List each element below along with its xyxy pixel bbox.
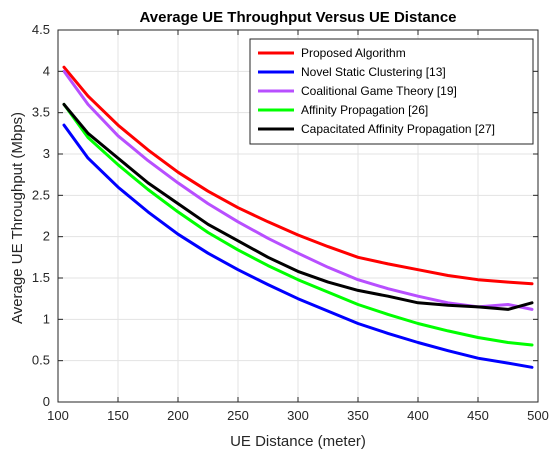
x-tick-label: 450 (467, 408, 489, 423)
x-tick-label: 250 (227, 408, 249, 423)
legend: Proposed Algorithm Novel Static Clusterin… (249, 38, 534, 145)
legend-box (249, 38, 534, 145)
series-line-1 (62, 123, 534, 369)
legend-label: Novel Static Clustering [13] (301, 65, 446, 79)
y-tick-label: 3.5 (32, 105, 50, 120)
legend-label: Coalitional Game Theory [19] (301, 84, 457, 98)
y-tick-label: 4 (43, 63, 50, 78)
axis-ticks: 100 150 200 250 300 350 400 450 500 0 0.5 1 1.5 2 2.5 3… (32, 22, 549, 423)
x-tick-label: 500 (527, 408, 549, 423)
y-tick-label: 2 (43, 229, 50, 244)
legend-label: Affinity Propagation [26] (301, 103, 428, 117)
series-line-3 (62, 102, 534, 347)
x-tick-label: 300 (287, 408, 309, 423)
series-line-2 (62, 69, 534, 311)
x-tick-label: 350 (347, 408, 369, 423)
y-tick-label: 4.5 (32, 22, 50, 37)
series-lines (62, 65, 534, 369)
x-tick-label: 100 (47, 408, 69, 423)
y-tick-label: 2.5 (32, 187, 50, 202)
legend-label: Capacitated Affinity Propagation [27] (301, 122, 495, 136)
y-tick-label: 1 (43, 311, 50, 326)
y-tick-label: 0.5 (32, 353, 50, 368)
x-tick-label: 400 (407, 408, 429, 423)
y-tick-label: 1.5 (32, 270, 50, 285)
x-tick-label: 200 (167, 408, 189, 423)
y-tick-label: 0 (43, 394, 50, 409)
legend-label: Proposed Algorithm (301, 46, 406, 60)
series-line-4 (62, 102, 534, 311)
series-line-0 (62, 65, 534, 286)
chart-title: Average UE Throughput Versus UE Distance (139, 9, 456, 26)
y-tick-label: 3 (43, 146, 50, 161)
x-tick-label: 150 (107, 408, 129, 423)
y-axis-label: Average UE Throughput (Mbps) (9, 112, 26, 324)
x-axis-label: UE Distance (meter) (230, 433, 366, 450)
